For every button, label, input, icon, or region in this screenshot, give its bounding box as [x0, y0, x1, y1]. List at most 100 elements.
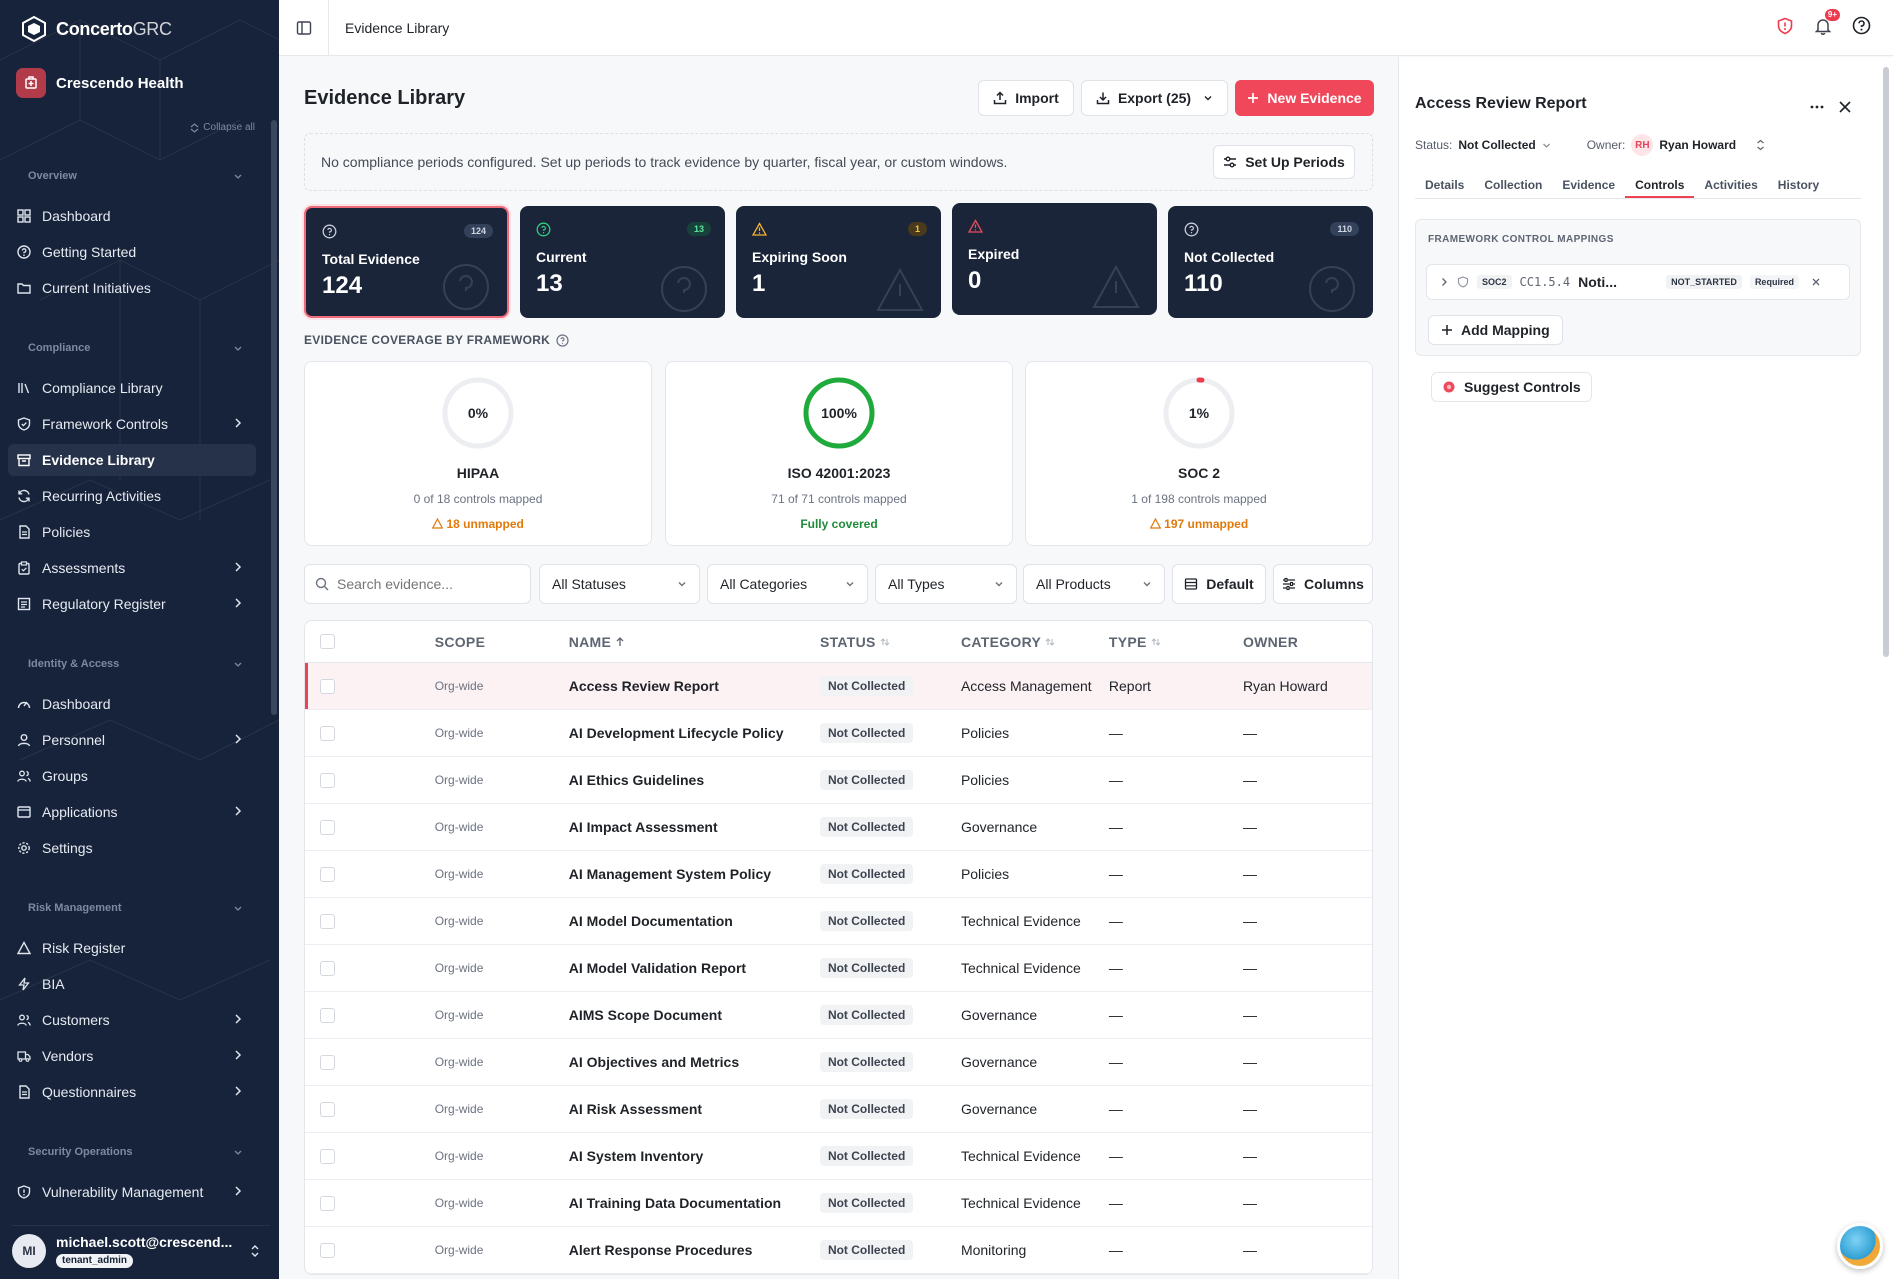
chevron-updown-icon[interactable] — [1756, 139, 1765, 151]
close-icon[interactable] — [1837, 99, 1853, 115]
sidebar-item-regulatory-register[interactable]: Regulatory Register — [8, 588, 256, 620]
table-row[interactable]: Org-wide AI Management System Policy Not C… — [305, 851, 1372, 898]
sidebar-item-vendors[interactable]: Vendors — [8, 1040, 256, 1072]
table-row[interactable]: Org-wide AI Ethics Guidelines Not Collecte… — [305, 757, 1372, 804]
sidebar-item-policies[interactable]: Policies — [8, 516, 256, 548]
row-select[interactable] — [305, 772, 350, 788]
checkbox[interactable] — [319, 913, 335, 929]
import-button[interactable]: Import — [978, 80, 1074, 116]
org-switcher[interactable]: Crescendo Health — [16, 68, 184, 98]
sidebar-scrollbar[interactable] — [271, 120, 277, 715]
search-input[interactable] — [337, 576, 517, 592]
row-select[interactable] — [305, 819, 350, 835]
checkbox[interactable] — [319, 1054, 335, 1070]
row-select[interactable] — [305, 1148, 350, 1164]
sidebar-toggle-button[interactable] — [279, 0, 329, 56]
nav-section-security[interactable]: Security Operations — [28, 1146, 243, 1158]
notifications-button[interactable]: 9+ — [1814, 8, 1840, 35]
checkbox[interactable] — [319, 678, 335, 694]
sidebar-item-framework-controls[interactable]: Framework Controls — [8, 408, 256, 440]
table-row[interactable]: Org-wide AI Risk Assessment Not Collected G… — [305, 1086, 1372, 1133]
new-evidence-button[interactable]: New Evidence — [1235, 80, 1374, 116]
default-view-button[interactable]: Default — [1172, 564, 1266, 604]
sidebar-item-questionnaires[interactable]: Questionnaires — [8, 1076, 256, 1108]
header-scope[interactable]: SCOPE — [434, 633, 486, 650]
row-select[interactable] — [305, 725, 350, 741]
table-row[interactable]: Org-wide Alert Response Procedures Not Col… — [305, 1227, 1372, 1274]
checkbox[interactable] — [319, 1101, 335, 1117]
tab-details[interactable]: Details — [1425, 178, 1465, 192]
stat-card-current[interactable]: 13 Current 13 — [520, 206, 725, 318]
row-select[interactable] — [305, 1007, 350, 1023]
cell-name[interactable]: AI Ethics Guidelines — [568, 772, 705, 788]
header-category[interactable]: CATEGORY — [961, 634, 1109, 650]
sidebar-item-current-initiatives[interactable]: Current Initiatives — [8, 272, 256, 304]
stat-card-not-collected[interactable]: 110 Not Collected 110 — [1168, 206, 1373, 318]
checkbox[interactable] — [319, 1195, 335, 1211]
checkbox[interactable] — [319, 819, 335, 835]
table-row[interactable]: Org-wide AIMS Scope Document Not Collected… — [305, 992, 1372, 1039]
panel-scrollbar[interactable] — [1883, 67, 1889, 657]
checkbox[interactable] — [319, 725, 335, 741]
checkbox[interactable] — [319, 960, 335, 976]
nav-section-compliance[interactable]: Compliance — [28, 342, 243, 354]
stat-card-expiring-soon[interactable]: 1 Expiring Soon 1 — [736, 206, 941, 318]
security-shield-icon[interactable] — [1776, 17, 1794, 35]
header-type[interactable]: TYPE — [1109, 634, 1243, 650]
header-owner[interactable]: OWNER — [1242, 633, 1299, 650]
row-select[interactable] — [305, 1242, 350, 1258]
framework-card-soc2[interactable]: 1% SOC 2 1 of 198 controls mapped 197 un… — [1025, 361, 1373, 546]
product-filter[interactable]: All Products — [1023, 564, 1165, 604]
user-menu[interactable]: MI michael.scott@crescend... tenant_admi… — [12, 1225, 270, 1271]
set-up-periods-button[interactable]: Set Up Periods — [1213, 145, 1355, 179]
cell-name[interactable]: AI Management System Policy — [568, 866, 772, 882]
sidebar-item-settings[interactable]: Settings — [8, 832, 256, 864]
header-name[interactable]: NAME — [569, 634, 820, 650]
cell-name[interactable]: Access Review Report — [568, 678, 719, 694]
table-row[interactable]: Org-wide AI System Inventory Not Collected… — [305, 1133, 1372, 1180]
cell-name[interactable]: AI System Inventory — [568, 1148, 704, 1164]
category-filter[interactable]: All Categories — [707, 564, 868, 604]
select-all-checkbox[interactable] — [305, 634, 350, 649]
row-select[interactable] — [305, 1101, 350, 1117]
sidebar-item-risk-register[interactable]: Risk Register — [8, 932, 256, 964]
cell-name[interactable]: AI Impact Assessment — [568, 819, 718, 835]
cell-name[interactable]: AI Objectives and Metrics — [568, 1054, 740, 1070]
checkbox[interactable] — [319, 1148, 335, 1164]
chevron-down-icon[interactable] — [1542, 141, 1551, 150]
row-select[interactable] — [305, 1195, 350, 1211]
status-filter[interactable]: All Statuses — [539, 564, 700, 604]
table-row[interactable]: Org-wide AI Training Data Documentation No… — [305, 1180, 1372, 1227]
tab-activities[interactable]: Activities — [1704, 178, 1758, 192]
row-select[interactable] — [305, 913, 350, 929]
cell-name[interactable]: AI Development Lifecycle Policy — [568, 725, 784, 741]
sidebar-item-getting-started[interactable]: Getting Started — [8, 236, 256, 268]
owner-name[interactable]: Ryan Howard — [1659, 138, 1737, 152]
checkbox[interactable] — [319, 1007, 335, 1023]
stat-card-total[interactable]: 124 Total Evidence 124 — [304, 206, 509, 318]
sidebar-item-applications[interactable]: Applications — [8, 796, 256, 828]
row-select[interactable] — [305, 678, 350, 694]
more-options-icon[interactable] — [1809, 99, 1825, 115]
cell-name[interactable]: AI Training Data Documentation — [568, 1195, 782, 1211]
table-row[interactable]: Org-wide AI Model Validation Report Not Co… — [305, 945, 1372, 992]
cell-name[interactable]: AI Risk Assessment — [568, 1101, 703, 1117]
table-row[interactable]: Org-wide AI Development Lifecycle Policy N… — [305, 710, 1372, 757]
nav-section-risk[interactable]: Risk Management — [28, 902, 243, 914]
columns-button[interactable]: Columns — [1273, 564, 1373, 604]
suggest-controls-button[interactable]: Suggest Controls — [1431, 372, 1592, 402]
mapping-row[interactable]: SOC2 CC1.5.4 Noti... NOT_STARTED Require… — [1426, 264, 1850, 300]
tab-collection[interactable]: Collection — [1484, 178, 1543, 192]
framework-card-hipaa[interactable]: 0% HIPAA 0 of 18 controls mapped 18 unma… — [304, 361, 652, 546]
row-select[interactable] — [305, 866, 350, 882]
cell-name[interactable]: AI Model Documentation — [568, 913, 733, 929]
sidebar-item-assessments[interactable]: Assessments — [8, 552, 256, 584]
chevron-right-icon[interactable] — [1439, 277, 1449, 287]
checkbox[interactable] — [319, 866, 335, 882]
nav-section-identity[interactable]: Identity & Access — [28, 658, 243, 670]
table-row[interactable]: Org-wide AI Objectives and Metrics Not Col… — [305, 1039, 1372, 1086]
sidebar-item-dashboard[interactable]: Dashboard — [8, 200, 256, 232]
search-evidence[interactable] — [304, 564, 531, 604]
stat-card-expired[interactable]: Expired 0 — [952, 203, 1157, 315]
row-select[interactable] — [305, 960, 350, 976]
